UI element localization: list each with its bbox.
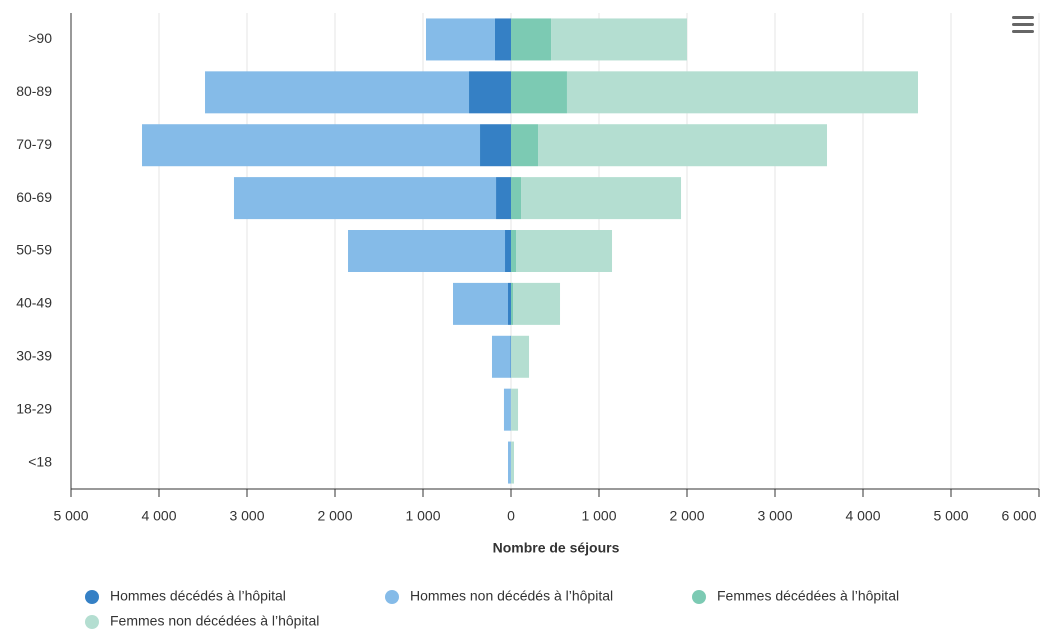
y-tick-label: 60-69 [16, 189, 52, 205]
bar [508, 282, 511, 325]
bar [503, 388, 511, 431]
bar [511, 230, 517, 272]
x-tick-label: 2 000 [317, 508, 352, 524]
bar [142, 124, 481, 167]
x-tick-label: 5 000 [53, 508, 88, 524]
x-tick-label: 2 000 [669, 508, 704, 524]
legend-symbol [385, 590, 399, 604]
bar [469, 71, 511, 114]
bar [566, 71, 918, 114]
bar [505, 230, 511, 272]
x-tick-label: 0 [507, 508, 515, 524]
bar [511, 335, 530, 378]
bar [480, 124, 511, 167]
bar [508, 441, 511, 484]
bar [233, 177, 497, 220]
bar [511, 124, 539, 167]
x-tick-label: 1 000 [581, 508, 616, 524]
bar [513, 282, 561, 325]
x-tick-label: 4 000 [141, 508, 176, 524]
legend-label: Hommes décédés à l’hôpital [110, 588, 286, 604]
bar [494, 18, 511, 61]
bar [511, 282, 514, 325]
y-tick-label: 80-89 [16, 83, 52, 99]
bar [425, 18, 495, 61]
bar [538, 124, 828, 167]
bar [511, 388, 519, 431]
x-tick-label: 1 000 [405, 508, 440, 524]
x-tick-label: 6 000 [1001, 508, 1036, 524]
legend-label: Hommes non décédés à l’hôpital [410, 588, 613, 604]
menu-icon[interactable] [1012, 16, 1034, 33]
bar [516, 230, 613, 272]
y-tick-label: <18 [28, 453, 52, 469]
bar [348, 230, 506, 272]
x-axis-title: Nombre de séjours [493, 540, 620, 556]
y-tick-label: 30-39 [16, 347, 52, 363]
legend-label: Femmes non décédées à l’hôpital [110, 613, 319, 629]
y-tick-label: 18-29 [16, 400, 52, 416]
bar [511, 18, 552, 61]
bar [511, 71, 567, 114]
bar [511, 441, 514, 484]
legend-label: Femmes décédées à l’hôpital [717, 588, 899, 604]
y-tick-label: >90 [28, 30, 52, 46]
y-tick-label: 40-49 [16, 295, 52, 311]
x-tick-label: 5 000 [933, 508, 968, 524]
y-tick-label: 70-79 [16, 136, 52, 152]
legend-symbol [692, 590, 706, 604]
x-tick-label: 3 000 [229, 508, 264, 524]
x-tick-label: 4 000 [845, 508, 880, 524]
y-tick-label: 50-59 [16, 242, 52, 258]
bar [521, 177, 682, 220]
legend-symbol [85, 590, 99, 604]
bar [205, 71, 470, 114]
bar [511, 177, 522, 220]
legend-symbol [85, 615, 99, 629]
bar [491, 335, 511, 378]
bar [453, 282, 509, 325]
bar [551, 18, 687, 61]
bar [496, 177, 511, 220]
x-tick-label: 3 000 [757, 508, 792, 524]
